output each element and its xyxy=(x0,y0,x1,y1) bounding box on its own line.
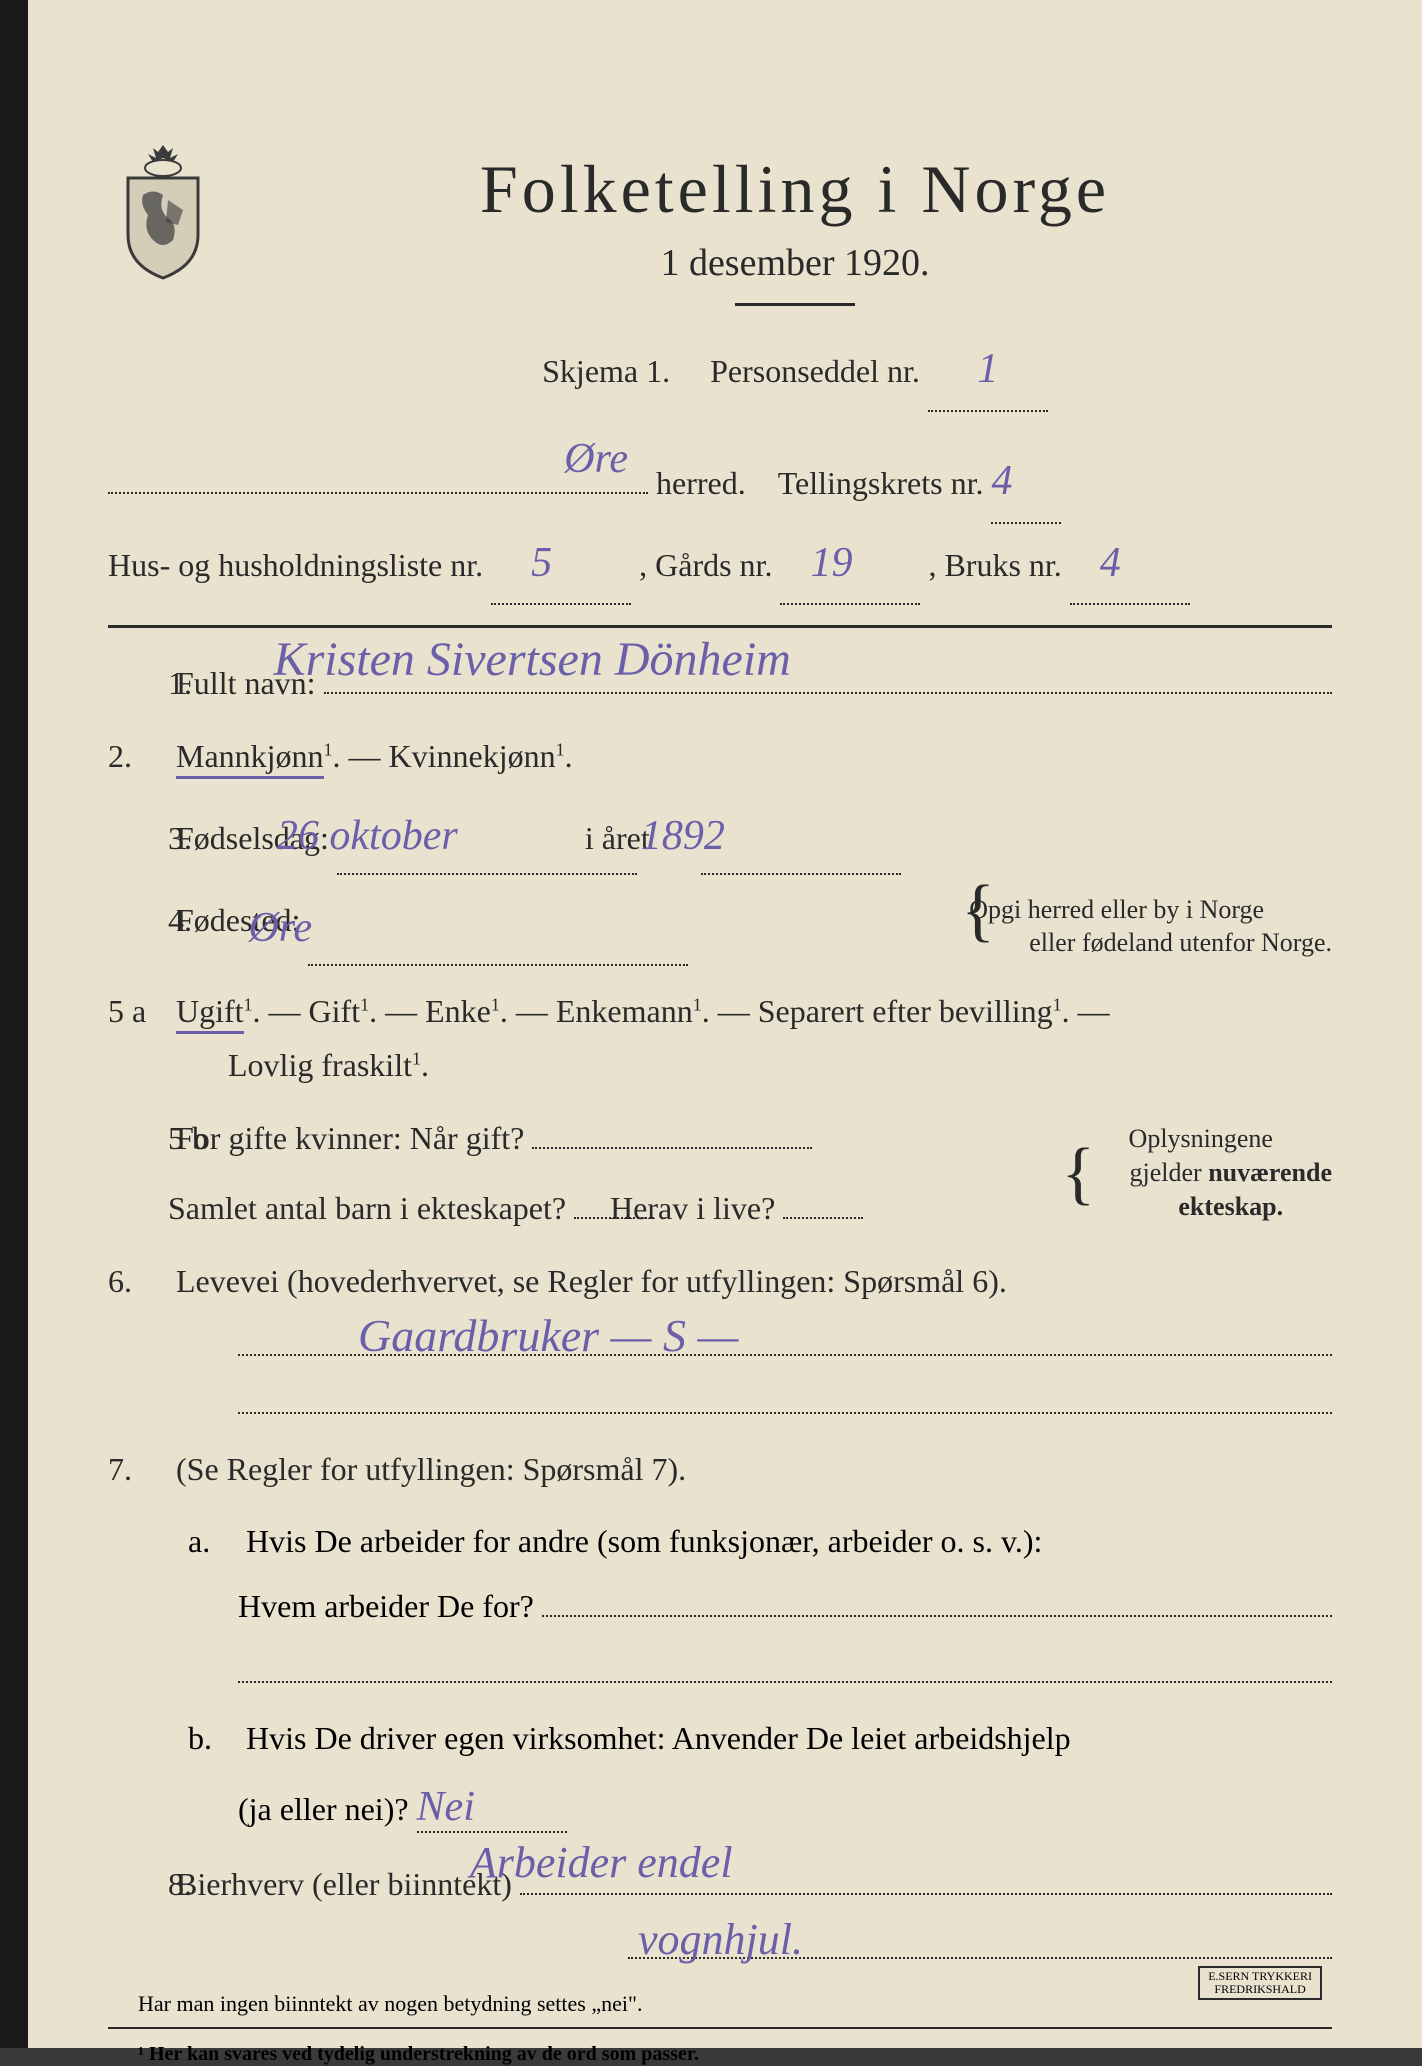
footnote1: Har man ingen biinntekt av nogen betydni… xyxy=(108,1991,1332,2017)
q5a-opt-gift: Gift xyxy=(309,993,361,1029)
q6-field2 xyxy=(238,1384,1332,1414)
footnote2: ¹ Her kan svares ved tydelig understrekn… xyxy=(108,2043,1332,2066)
q7a-field xyxy=(542,1587,1332,1617)
q6-field-row: Gaardbruker — S — xyxy=(108,1326,1332,1356)
q6-field: Gaardbruker — S — xyxy=(238,1326,1332,1356)
q3-day-field: 26 oktober xyxy=(337,801,637,874)
q5a: 5 a Ugift1. — Gift1. — Enke1. — Enkemann… xyxy=(108,984,1332,1093)
q5a-opt-ugift: Ugift xyxy=(176,993,244,1034)
q8-line2: vognhjul. xyxy=(108,1929,1332,1959)
census-form-page: Folketelling i Norge 1 desember 1920. Sk… xyxy=(0,0,1422,2048)
q6-field-row2 xyxy=(108,1384,1332,1414)
skjema-line: Skjema 1. Personseddel nr. 1 xyxy=(258,330,1332,412)
gards-label: , Gårds nr. xyxy=(639,535,772,596)
footnote-divider xyxy=(108,2027,1332,2029)
q3: 3. Fødselsdag: 26 oktober i året 1892 xyxy=(108,801,1332,874)
q8-value1: Arbeider endel xyxy=(530,1826,733,1901)
q7b-value: Nei xyxy=(417,1784,475,1830)
q5b-note: Oplysningene gjelder nuværende ekteskap. xyxy=(1130,1122,1332,1223)
printer-stamp: E.SERN TRYKKERI FREDRIKSHALD xyxy=(1198,1966,1322,2000)
q7a-field2 xyxy=(238,1653,1332,1683)
q7a-label: a. xyxy=(188,1514,238,1568)
q2-opt2: Kvinnekjønn xyxy=(389,738,556,774)
title-block: Folketelling i Norge 1 desember 1920. Sk… xyxy=(258,150,1332,412)
q8-field2: vognhjul. xyxy=(628,1929,1332,1959)
q3-year-field: 1892 xyxy=(701,801,901,874)
personseddel-label: Personseddel nr. xyxy=(710,353,920,389)
herred-label: herred. xyxy=(656,453,746,514)
bruks-field: 4 xyxy=(1070,524,1190,606)
q8-value2: vognhjul. xyxy=(638,1914,803,1965)
q3-day: 26 oktober xyxy=(277,813,458,859)
q7a: a. Hvis De arbeider for andre (som funks… xyxy=(108,1514,1332,1568)
gards-field: 19 xyxy=(780,524,920,606)
q7: 7. (Se Regler for utfyllingen: Spørsmål … xyxy=(108,1442,1332,1496)
tellingskrets-value: 4 xyxy=(991,458,1012,504)
q5b-l2: Samlet antal barn i ekteskapet? xyxy=(228,1181,566,1235)
q8: 8. Bierhverv (eller biinntekt) Arbeider … xyxy=(108,1857,1332,1911)
herred-line: Øre herred. Tellingskrets nr. 4 xyxy=(108,442,1332,524)
q7a-text1: Hvis De arbeider for andre (som funksjon… xyxy=(246,1523,1042,1559)
husliste-label: Hus- og husholdningsliste nr. xyxy=(108,535,483,596)
q5a-opt-enkemann: Enkemann xyxy=(556,993,693,1029)
q7-label: (Se Regler for utfyllingen: Spørsmål 7). xyxy=(176,1451,686,1487)
personseddel-field: 1 xyxy=(928,330,1048,412)
bruks-value: 4 xyxy=(1100,540,1121,586)
q7b-text1: Hvis De driver egen virksomhet: Anvender… xyxy=(246,1720,1071,1756)
q8-field: Arbeider endel xyxy=(520,1865,1332,1895)
q2-opt1: Mannkjønn xyxy=(176,738,324,779)
q5a-opt-enke: Enke xyxy=(425,993,491,1029)
q1-value: Kristen Sivertsen Dönheim xyxy=(334,619,791,701)
q3-year: 1892 xyxy=(641,813,725,859)
q5b-live-field xyxy=(783,1217,863,1219)
q4-note: Opgi herred eller by i Norge eller fødel… xyxy=(1029,893,1332,961)
q7b: b. Hvis De driver egen virksomhet: Anven… xyxy=(108,1711,1332,1765)
husliste-value: 5 xyxy=(531,540,552,586)
q6: 6. Levevei (hovederhvervet, se Regler fo… xyxy=(108,1254,1332,1308)
q6-num: 6. xyxy=(108,1254,168,1308)
herred-value: Øre xyxy=(564,420,628,500)
q5b: 5 b For gifte kvinner: Når gift? Samlet … xyxy=(108,1111,1332,1236)
gards-value: 19 xyxy=(810,540,852,586)
coat-of-arms-icon xyxy=(108,140,218,280)
q7-num: 7. xyxy=(108,1442,168,1496)
q4-field: Øre xyxy=(308,893,688,966)
q2-num: 2. xyxy=(108,729,168,783)
q2: 2. Mannkjønn1. — Kvinnekjønn1. xyxy=(108,729,1332,783)
q5a-opt-separert: Separert efter bevilling xyxy=(758,993,1053,1029)
herred-field: Øre xyxy=(108,464,648,494)
q4-value: Øre xyxy=(248,905,312,951)
q7a-line2: Hvem arbeider De for? xyxy=(108,1587,1332,1625)
q7b-text2: (ja eller nei)? xyxy=(238,1791,409,1828)
header: Folketelling i Norge 1 desember 1920. Sk… xyxy=(108,140,1332,412)
q1-field: Kristen Sivertsen Dönheim xyxy=(324,664,1332,694)
q5b-l3: Herav i live? xyxy=(670,1181,775,1235)
main-title: Folketelling i Norge xyxy=(258,150,1332,229)
q5b-barn-field xyxy=(574,1217,654,1219)
title-divider xyxy=(735,303,855,306)
ids-line: Hus- og husholdningsliste nr. 5 , Gårds … xyxy=(108,524,1332,606)
husliste-field: 5 xyxy=(491,524,631,606)
tellingskrets-field: 4 xyxy=(991,442,1061,524)
skjema-label: Skjema 1. xyxy=(542,353,670,389)
q5b-l1: For gifte kvinner: Når gift? xyxy=(236,1111,524,1165)
q6-label: Levevei (hovederhvervet, se Regler for u… xyxy=(176,1263,1007,1299)
q5a-num: 5 a xyxy=(108,984,168,1038)
q1: 1. Fullt navn: Kristen Sivertsen Dönheim xyxy=(108,656,1332,710)
tellingskrets-label: Tellingskrets nr. xyxy=(778,453,984,514)
q7a-line3 xyxy=(108,1653,1332,1683)
personseddel-value: 1 xyxy=(977,346,998,392)
q6-value: Gaardbruker — S — xyxy=(358,1309,738,1362)
q4: 4. Fødested: Øre { Opgi herred eller by … xyxy=(108,893,1332,966)
q7a-text2: Hvem arbeider De for? xyxy=(238,1588,534,1625)
q7b-label: b. xyxy=(188,1711,238,1765)
bruks-label: , Bruks nr. xyxy=(928,535,1061,596)
q5a-opt-fraskilt: Lovlig fraskilt xyxy=(228,1047,412,1083)
subtitle: 1 desember 1920. xyxy=(258,241,1332,285)
q5b-gift-field xyxy=(532,1119,812,1149)
